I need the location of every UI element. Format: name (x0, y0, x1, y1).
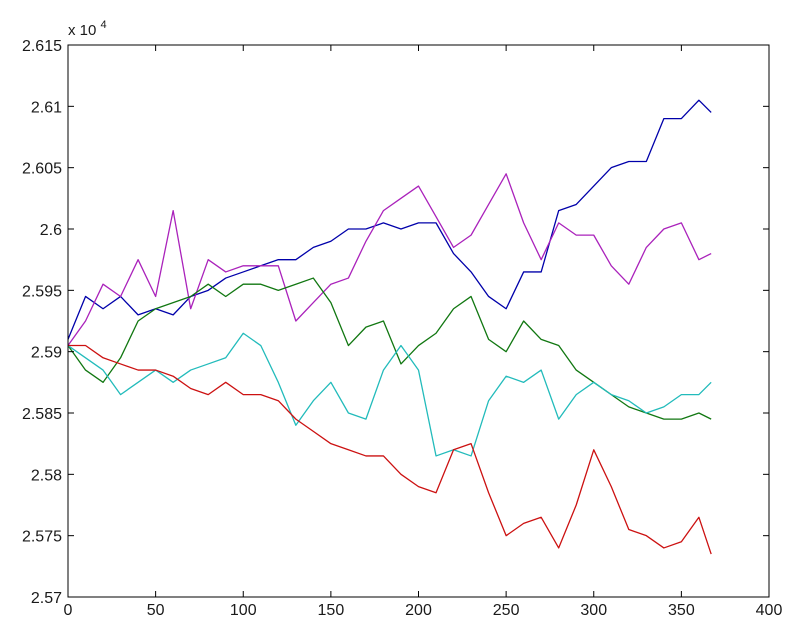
x-tick-label-300: 300 (580, 602, 607, 619)
x-tick-label-200: 200 (405, 602, 432, 619)
y-tick-label-2-595: 2.595 (22, 283, 62, 300)
series-line-5 (68, 344, 712, 555)
y-tick-label-2-57: 2.57 (31, 590, 62, 607)
y-tick-label-2-585: 2.585 (22, 406, 62, 423)
series-line-4 (67, 332, 712, 457)
y-tick-label-2-605: 2.605 (22, 161, 62, 178)
y-tick-label-2-61: 2.61 (31, 99, 62, 116)
y-tick-label-2-575: 2.575 (22, 529, 62, 546)
y-tick-label-2-615: 2.615 (22, 38, 62, 55)
tick-layer: 0 50 100 150 200 250 300 350 400 2.57 2.575 2.58 2.5… (22, 38, 782, 619)
x-tick-label-50: 50 (147, 602, 165, 619)
x-tick-label-400: 400 (756, 602, 783, 619)
y-exponent-power: 4 (101, 19, 107, 31)
x-tick-label-0: 0 (64, 602, 73, 619)
series-line-1 (67, 99, 712, 340)
y-exponent-base: x 10 (68, 22, 96, 39)
y-tick-label-2-58: 2.58 (31, 467, 62, 484)
y-tick-label-2-59: 2.59 (31, 345, 62, 362)
x-tick-label-250: 250 (493, 602, 520, 619)
x-tick-label-150: 150 (318, 602, 345, 619)
series-layer (67, 99, 712, 555)
x-tick-label-350: 350 (668, 602, 695, 619)
series-line-2 (67, 173, 712, 346)
y-exponent-label: x 10 4 (68, 19, 107, 39)
x-tick-label-100: 100 (230, 602, 257, 619)
y-tick-label-2-6: 2.6 (40, 222, 62, 239)
